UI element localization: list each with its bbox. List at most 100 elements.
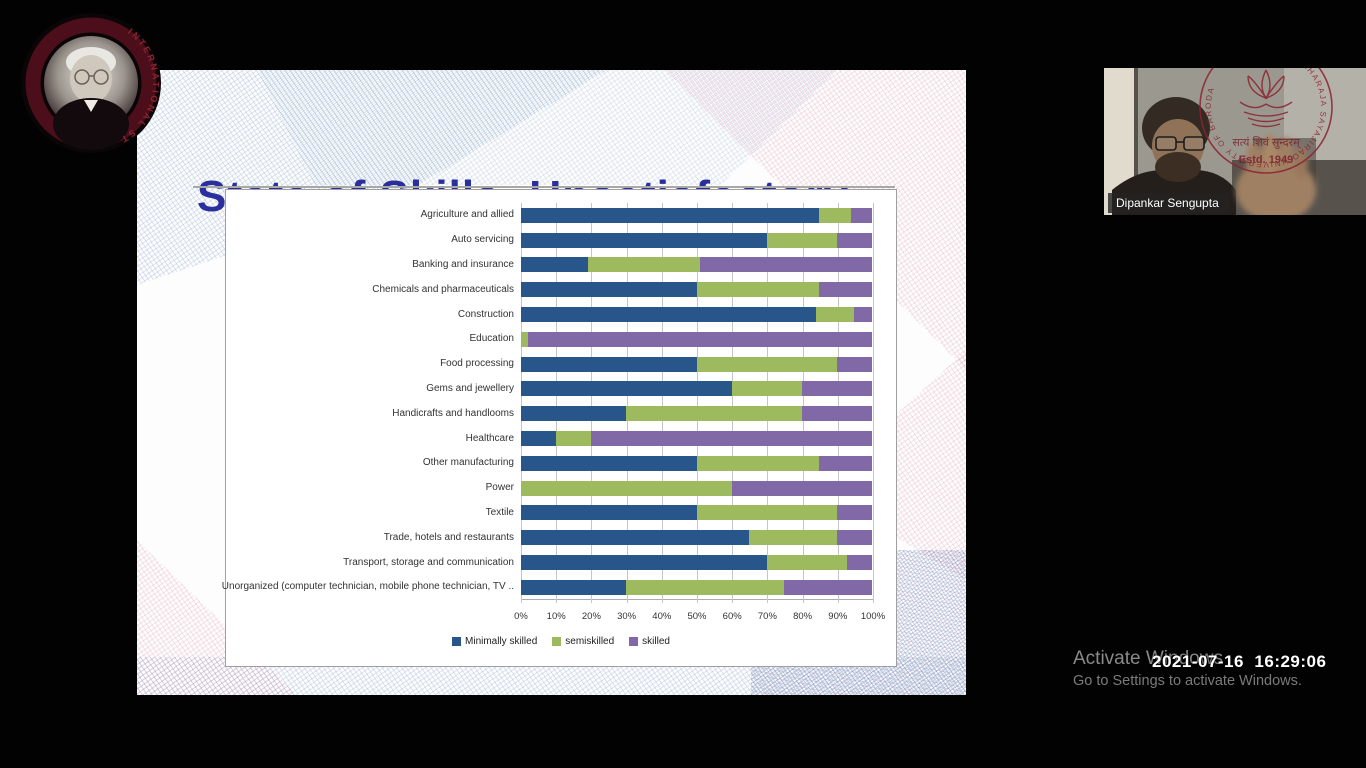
legend-item-skilled: skilled: [629, 636, 670, 647]
x-tick-label: 0%: [514, 611, 528, 622]
legend-swatch-skilled: [629, 637, 639, 646]
chart-row: Transport, storage and communication: [226, 550, 872, 575]
bar-segment-semiskilled: [696, 455, 820, 471]
legend-item-minimally-skilled: Minimally skilled: [452, 636, 537, 647]
chart-row: Gems and jewellery: [226, 377, 872, 402]
bar-segment-skilled: [700, 257, 872, 273]
category-label-cell: Gems and jewellery: [226, 382, 521, 394]
legend-label: Minimally skilled: [465, 636, 538, 647]
bar-track: [521, 257, 872, 273]
activate-windows-watermark: Activate Windows Go to Settings to activ…: [1073, 648, 1302, 689]
chart-row: Food processing: [226, 352, 872, 377]
legend-label: semiskilled: [565, 636, 615, 647]
category-label: Textile: [485, 506, 514, 518]
chart-row: Construction: [226, 302, 872, 327]
x-tick-label: 60%: [722, 611, 742, 622]
bar-track: [521, 207, 872, 223]
bar-segment-skilled: [850, 207, 872, 223]
bar-segment-minimally-skilled: [521, 356, 697, 372]
university-motto: सत्यं शिवं सुन्दरम्: [1232, 136, 1301, 149]
category-label: Agriculture and allied: [420, 209, 514, 221]
gridline-10: [556, 203, 558, 603]
bar-segment-semiskilled: [696, 356, 837, 372]
presentation-slide: State of Skills- Unsatisfactory Agricult…: [137, 70, 966, 695]
bar-segment-skilled: [801, 381, 872, 397]
bar-segment-semiskilled: [696, 282, 820, 298]
recording-timestamp: 2021-07-16 16:29:06: [1152, 652, 1327, 671]
bar-segment-semiskilled: [766, 555, 848, 571]
bar-segment-minimally-skilled: [521, 555, 767, 571]
bar-segment-semiskilled: [521, 331, 529, 347]
bar-segment-minimally-skilled: [521, 505, 697, 521]
category-label-cell: Transport, storage and communication: [226, 556, 521, 568]
x-tick-label: 90%: [828, 611, 848, 622]
bar-segment-minimally-skilled: [521, 381, 732, 397]
bar-track: [521, 530, 872, 546]
gridline-30: [626, 203, 628, 603]
legend-label: skilled: [642, 636, 670, 647]
gridline-60: [732, 203, 734, 603]
bar-segment-skilled: [784, 579, 872, 595]
bar-segment-semiskilled: [521, 480, 732, 496]
gridline-40: [661, 203, 663, 603]
activate-windows-subtitle: Go to Settings to activate Windows.: [1073, 673, 1302, 689]
x-tick-label: 10%: [546, 611, 566, 622]
glasses-right-lens: [1183, 136, 1205, 151]
portrait-face: [70, 55, 112, 103]
x-tick-label: 20%: [581, 611, 601, 622]
bar-track: [521, 356, 872, 372]
bar-segment-skilled: [836, 530, 872, 546]
bar-segment-skilled: [528, 331, 872, 347]
portrait-collar: [84, 100, 98, 112]
gridline-70: [767, 203, 769, 603]
bar-segment-semiskilled: [766, 232, 837, 248]
institute-seal-logo: INTERNATIONAL ST: [20, 12, 162, 154]
chart-row: Education: [226, 327, 872, 352]
bar-segment-semiskilled: [815, 307, 855, 323]
bar-segment-skilled: [801, 406, 872, 422]
category-label: Other manufacturing: [422, 457, 514, 469]
participant-name: Dipankar Sengupta: [1116, 196, 1219, 210]
bar-segment-skilled: [854, 307, 872, 323]
bar-segment-semiskilled: [749, 530, 837, 546]
chart-row: Handicrafts and handlooms: [226, 401, 872, 426]
chart-row: Trade, hotels and restaurants: [226, 525, 872, 550]
legend-item-semiskilled: semiskilled: [552, 636, 614, 647]
bar-segment-semiskilled: [696, 505, 837, 521]
chart-row: Banking and insurance: [226, 253, 872, 278]
chart-legend: Minimally skilled semiskilled skilled: [226, 636, 896, 647]
bar-track: [521, 455, 872, 471]
chart-row: Healthcare: [226, 426, 872, 451]
category-label-cell: Auto servicing: [226, 235, 521, 245]
bar-segment-skilled: [591, 431, 872, 447]
x-tick-label: 40%: [652, 611, 672, 622]
category-label: Gems and jewellery: [426, 382, 514, 394]
chart-row: Other manufacturing: [226, 451, 872, 476]
bar-segment-minimally-skilled: [521, 579, 627, 595]
category-label: Transport, storage and communication: [343, 556, 514, 568]
category-label-cell: Food processing: [226, 359, 521, 369]
webcam-tile-dipankar-sengupta: THE MAHARAJA SAYAJIRAO UNIVERSITY OF BAR…: [1104, 68, 1366, 215]
bar-track: [521, 406, 872, 422]
bar-track: [521, 505, 872, 521]
chart-row: Chemicals and pharmaceuticals: [226, 277, 872, 302]
bar-segment-semiskilled: [819, 207, 851, 223]
bar-segment-semiskilled: [556, 431, 592, 447]
gridline-80: [802, 203, 804, 603]
category-label: Trade, hotels and restaurants: [383, 531, 514, 543]
gridline-0: [521, 203, 522, 603]
category-label-cell: Unorganized (computer technician, mobile…: [222, 582, 521, 592]
chart-row: Unorganized (computer technician, mobile…: [222, 575, 872, 600]
bar-segment-minimally-skilled: [521, 530, 750, 546]
bar-segment-minimally-skilled: [521, 406, 627, 422]
bar-segment-semiskilled: [626, 579, 785, 595]
category-label: Healthcare: [465, 432, 514, 444]
legend-swatch-minimally-skilled: [452, 637, 462, 646]
bar-segment-minimally-skilled: [521, 455, 697, 471]
x-tick-label: 30%: [617, 611, 637, 622]
gridline-50: [697, 203, 698, 603]
category-label: Banking and insurance: [412, 258, 514, 270]
category-label: Food processing: [440, 358, 514, 370]
bar-segment-skilled: [847, 555, 872, 571]
bar-track: [521, 480, 872, 496]
